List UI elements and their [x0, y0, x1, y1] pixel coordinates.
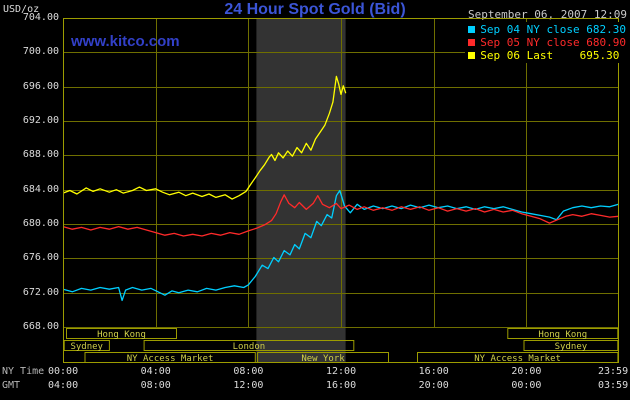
series-line-sep04: [63, 189, 619, 302]
legend-swatch-sep05: [468, 39, 476, 46]
session-label: Sydney: [555, 342, 588, 352]
session-label: NY Access Market: [474, 354, 561, 363]
price-units-label: USD/oz: [3, 4, 40, 15]
x-axis-gmt: GMT 04:00 08:00 12:00 16:00 20:00 00:00 03:59: [0, 380, 630, 393]
x-axis-ny-time: NY Time 00:00 04:00 08:00 12:00 16:00 20:00 23…: [0, 366, 630, 379]
session-label: Hong Kong: [538, 330, 587, 340]
x-tick-label-gmt: 03:59: [598, 380, 629, 391]
legend-label-sep06: Sep 06 Last 695.30: [480, 49, 620, 62]
session-band-sydney: [63, 340, 110, 351]
y-tick-label: 684.00: [22, 183, 59, 195]
x-tick-label-gmt: 08:00: [140, 380, 171, 391]
session-label: NY Access Market: [127, 354, 214, 363]
session-band-hong-kong: [507, 328, 619, 339]
x-tick-label-ny: 20:00: [511, 366, 542, 377]
x-tick-label-ny: 16:00: [418, 366, 449, 377]
legend-item-sep06: Sep 06 Last 695.30: [468, 49, 626, 62]
gmt-axis-label: GMT: [2, 380, 21, 391]
series-line-sep05: [63, 194, 619, 237]
y-tick-label: 672.00: [22, 286, 59, 298]
legend-item-sep04: Sep 04 NY close 682.30: [468, 23, 626, 36]
plot-border: [63, 18, 619, 363]
session-label: London: [233, 342, 266, 352]
session-label: Sydney: [70, 342, 103, 352]
kitco-watermark: www.kitco.com: [71, 33, 180, 50]
x-tick-label-gmt: 04:00: [48, 380, 79, 391]
session-band-hong-kong: [66, 328, 177, 339]
y-tick-label: 692.00: [22, 115, 59, 126]
legend-item-sep05: Sep 05 NY close 680.90: [468, 36, 626, 49]
legend-label-sep04: Sep 04 NY close 682.30: [480, 23, 626, 36]
legend: Sep 04 NY close 682.30 Sep 05 NY close 6…: [465, 22, 629, 63]
x-tick-label-ny: 12:00: [326, 366, 357, 377]
y-tick-label: 680.00: [22, 218, 59, 229]
datetime-label: September 06, 2007 12:09: [468, 8, 627, 21]
x-tick-label-gmt: 16:00: [326, 380, 357, 391]
legend-label-sep05: Sep 05 NY close 680.90: [480, 36, 626, 49]
session-label: New York: [301, 354, 345, 363]
ny-time-axis-label: NY Time: [2, 366, 45, 377]
session-label: Hong Kong: [97, 330, 146, 340]
x-tick-label-gmt: 00:00: [511, 380, 542, 391]
y-tick-label: 668.00: [22, 321, 59, 332]
legend-swatch-sep06: [468, 52, 476, 59]
x-tick-label-gmt: 12:00: [233, 380, 264, 391]
session-band-sydney: [523, 340, 619, 351]
x-tick-label-ny: 23:59: [598, 366, 629, 377]
y-tick-label: 696.00: [22, 80, 59, 92]
y-tick-label: 688.00: [22, 149, 59, 161]
x-tick-label-gmt: 20:00: [418, 380, 449, 391]
legend-swatch-sep04: [468, 26, 476, 33]
plot-svg: Hong Kong Hong Kong Sydney London Sydney NY A…: [63, 18, 619, 363]
y-tick-label: 700.00: [22, 46, 59, 58]
chart-title: 24 Hour Spot Gold (Bid): [224, 1, 406, 18]
series-line-sep06: [63, 75, 347, 200]
x-tick-label-ny: 08:00: [233, 366, 264, 377]
x-tick-label-ny: 00:00: [48, 366, 79, 377]
plot-area: Hong Kong Hong Kong Sydney London Sydney NY A…: [63, 18, 619, 363]
x-tick-label-ny: 04:00: [140, 366, 171, 377]
y-tick-label: 676.00: [22, 252, 59, 264]
session-band-london: [143, 340, 355, 351]
